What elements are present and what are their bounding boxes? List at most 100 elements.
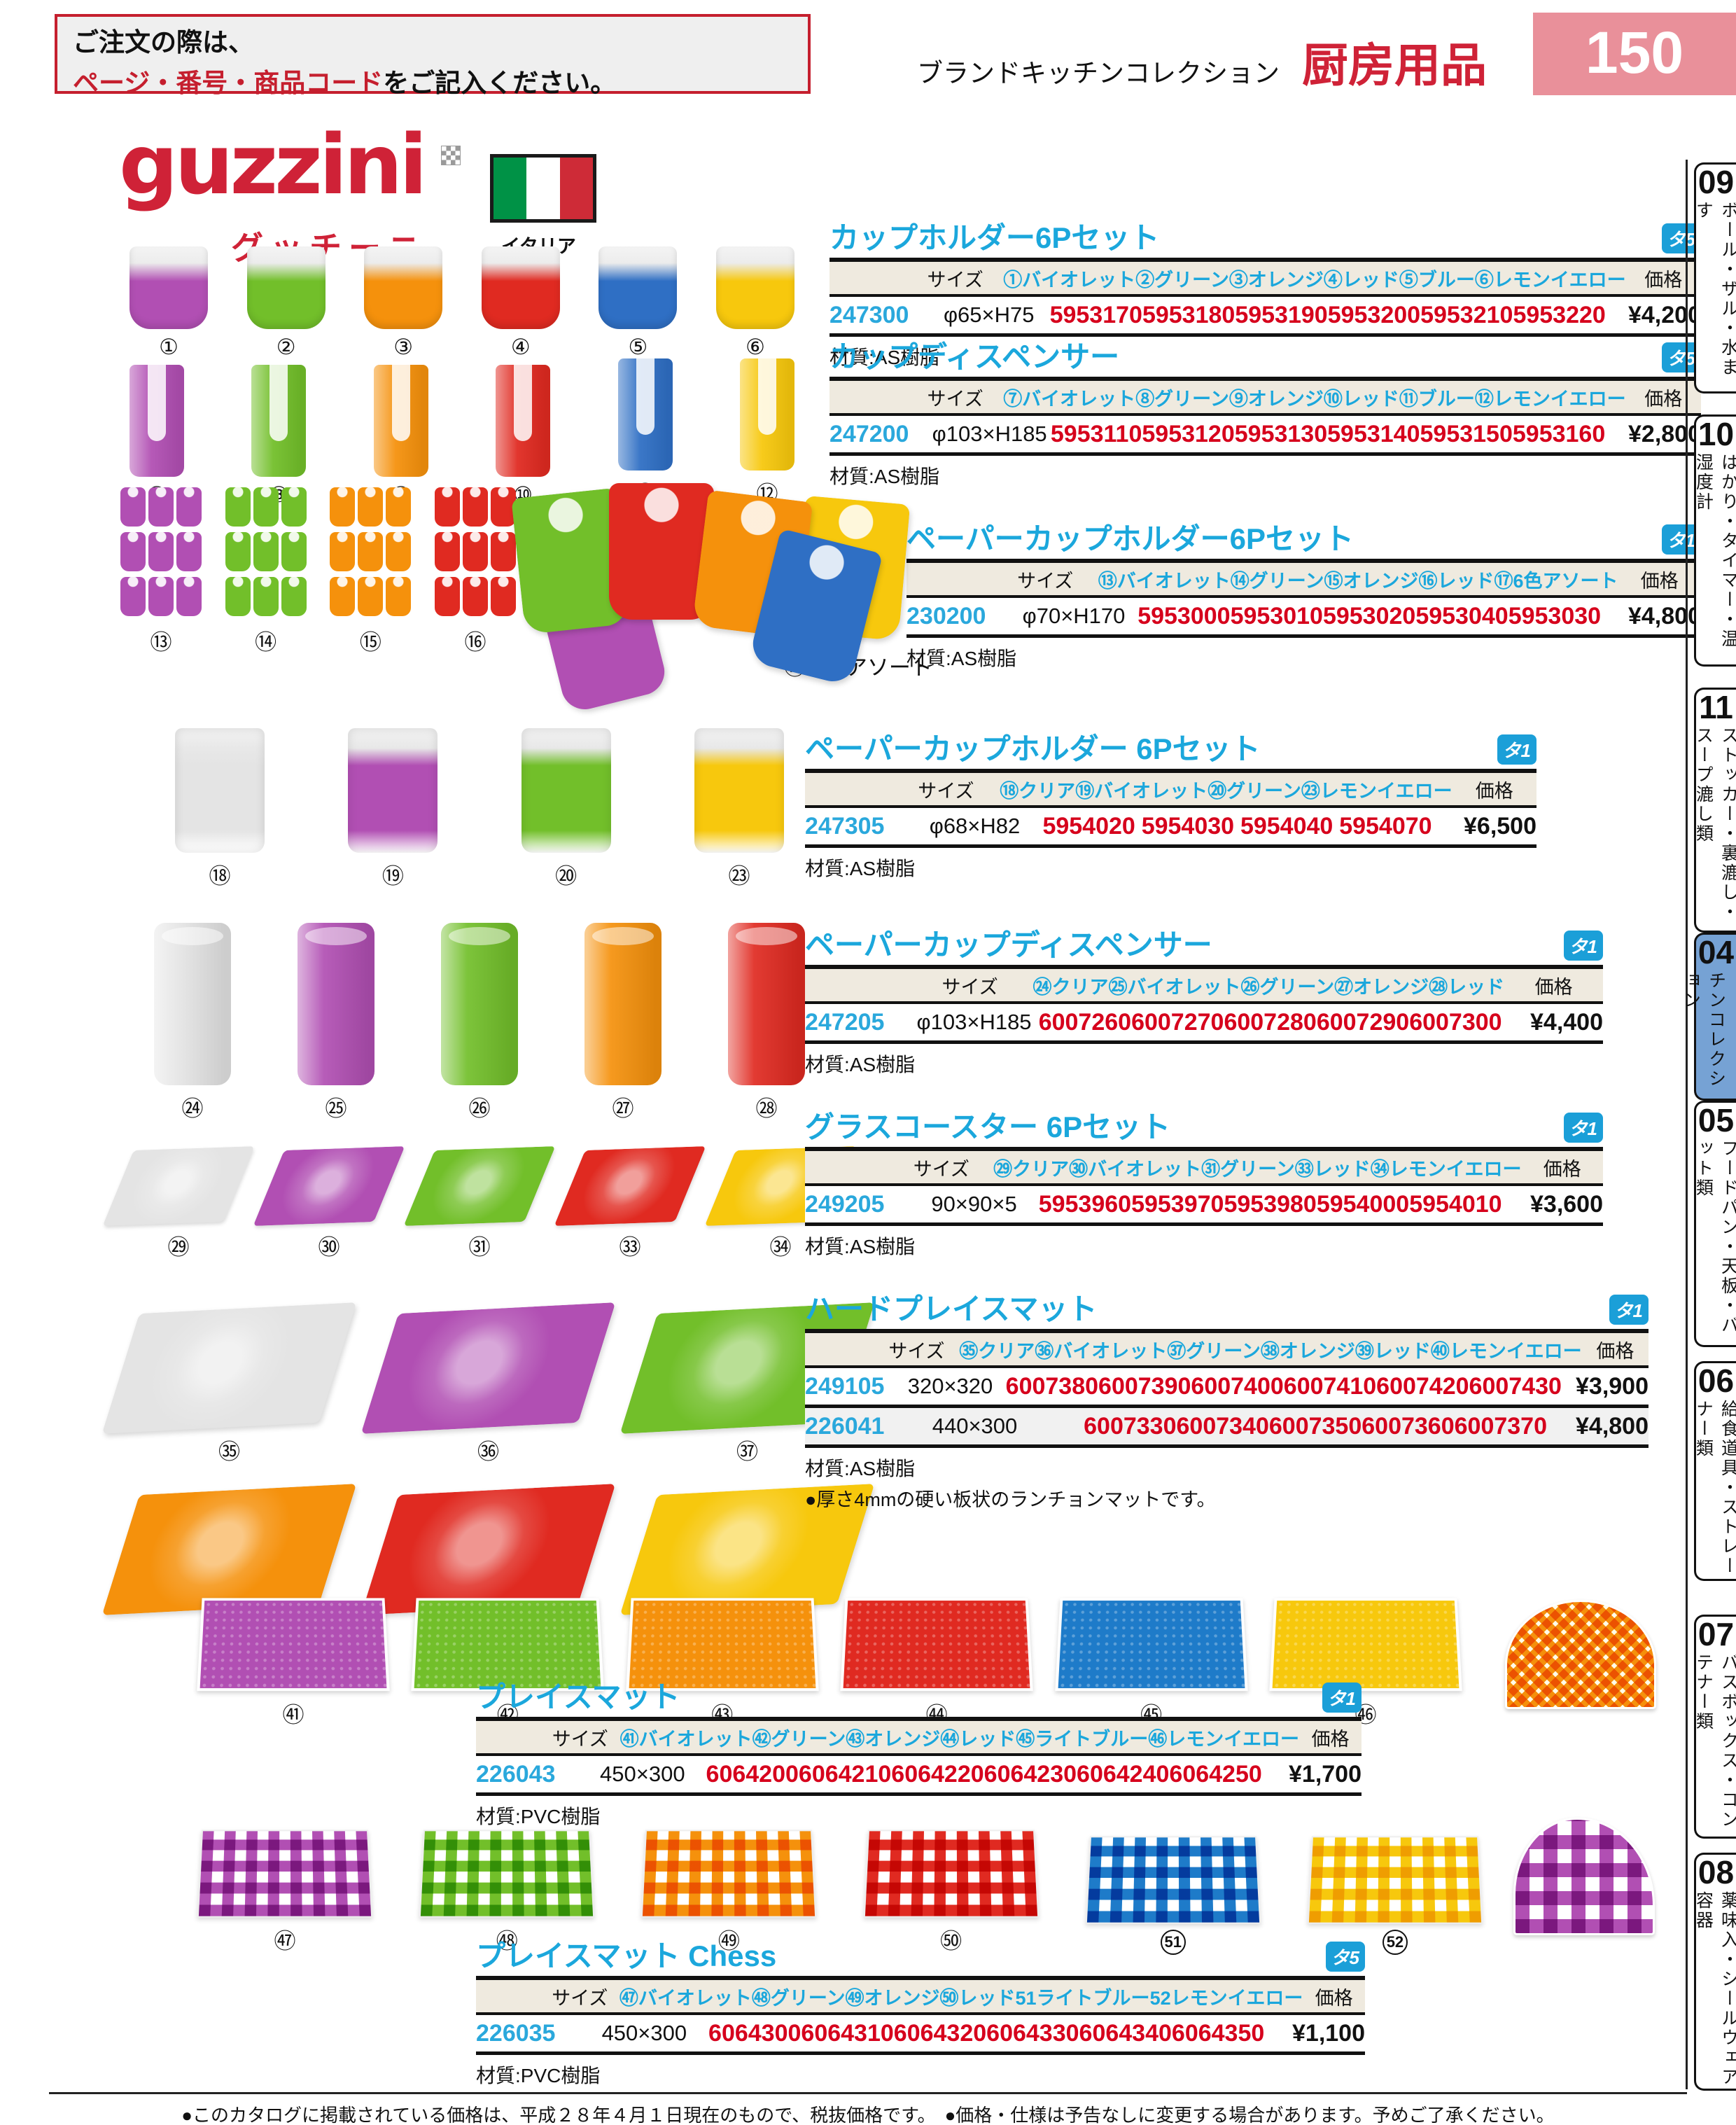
- item-size: 450×300: [601, 2021, 687, 2046]
- hard-placemat-photo-clear: [102, 1302, 357, 1434]
- item-number: ③: [393, 335, 414, 359]
- header-color-column: ㊶バイオレット: [620, 1728, 752, 1750]
- header-color-column: ⑱クリア: [1000, 780, 1076, 802]
- product-title-row: ペーパーカップホルダー6Pセット タ1: [906, 523, 1701, 564]
- item-size: φ68×H82: [929, 814, 1021, 839]
- table-header-row: サイズ ㉔クリア ㉕バイオレット ㉖グリーン ㉗オレンジ ㉘レッド 価格: [805, 969, 1603, 1005]
- order-code: 5953130: [1234, 420, 1328, 447]
- item-number: ㉖: [468, 1096, 491, 1121]
- cup-dispenser-photo-yellow: [739, 358, 794, 471]
- item-size: 440×300: [932, 1414, 1018, 1439]
- item-code: 247305: [805, 812, 885, 839]
- product-title-row: ペーパーカップディスペンサー タ1: [805, 929, 1603, 970]
- order-code: 6007350: [1268, 1412, 1362, 1440]
- paper-cup-holder-figure: ⑱: [175, 728, 265, 890]
- item-number: 51: [1160, 1930, 1186, 1955]
- page-number: 150: [1533, 13, 1736, 95]
- glass-coaster-photo-red: [554, 1146, 706, 1226]
- order-code: 5954010: [1409, 1190, 1502, 1218]
- order-code: 5953110: [1050, 420, 1142, 447]
- photo-row-glass-coasters: ㉙ ㉚ ㉛ ㉝ ㉞: [102, 1146, 857, 1261]
- header-size: サイズ: [927, 269, 983, 291]
- sidebar-tab-label: フードパン・天板・バット類: [1693, 1139, 1736, 1335]
- glass-coaster-photo-green: [403, 1146, 556, 1226]
- item-number: ㉝: [619, 1235, 641, 1260]
- table-header-row: サイズ ㉟クリア ㊱バイオレット ㊲グリーン ㊳オレンジ ㊴レッド ㊵レモンイエロー 価格: [805, 1333, 1648, 1369]
- header-color-column: ㊷グリーン: [752, 1728, 846, 1750]
- placemat-photo-yellow: [1269, 1598, 1462, 1692]
- cup-holder-figure: ①: [130, 246, 208, 360]
- cup-holder-photo-blue: [598, 246, 678, 329]
- header-color-column: ③オレンジ: [1228, 269, 1324, 291]
- table-placemat: プレイスマット タ1 サイズ ㊶バイオレット ㊷グリーン ㊸オレンジ ㊹レッド ㊺ライトブルー…: [476, 1681, 1362, 1830]
- collection-label: ブランドキッチンコレクション: [917, 59, 1280, 88]
- mini-cup: [462, 487, 488, 527]
- order-code: 6064300: [708, 2019, 802, 2047]
- item-price: ¥4,800: [1576, 1412, 1648, 1440]
- footer-note: ●このカタログに掲載されている価格は、平成２８年４月１日現在のもので、税抜価格で…: [49, 2092, 1687, 2125]
- cup-dispenser-figure: ⑫: [739, 358, 794, 508]
- sidebar-tab-number: 05: [1698, 1102, 1735, 1138]
- placemat-chess-photo-violet: [197, 1830, 373, 1918]
- item-price: ¥3,600: [1530, 1190, 1603, 1218]
- header-color-column: ㊵レモンイエロー: [1430, 1340, 1582, 1362]
- table-data-row: 226035 450×300 6064300 6064310 6064320 606433…: [476, 2015, 1365, 2056]
- sidebar-tab-label: 給食道具・ストレーナー類: [1693, 1400, 1736, 1576]
- photo-row-paper-cup-holder-groups: ⑬ ⑭ ⑮ ⑯: [120, 487, 516, 656]
- photo-row-placemats-chess: ㊼ ㊽ ㊾ ㊿ 51 52: [197, 1827, 1483, 1955]
- catalog-badge: タ1: [1563, 930, 1603, 961]
- item-price: ¥4,400: [1530, 1008, 1603, 1036]
- item-code: 247300: [830, 301, 909, 328]
- paper-cup-holder-figure: ㉓: [694, 728, 784, 890]
- order-code: 6007300: [1409, 1008, 1502, 1036]
- item-number: ⑤: [628, 335, 648, 359]
- header-color-column: ①バイオレット: [1003, 269, 1136, 291]
- order-code: 6064330: [986, 2019, 1079, 2047]
- header-color-column: ⑦バイオレット: [1003, 388, 1136, 410]
- product-title: ペーパーカップホルダー 6Pセット: [805, 732, 1261, 765]
- material-note: 材質:AS樹脂: [906, 648, 1017, 670]
- item-number: ㉔: [181, 1096, 204, 1121]
- item-number: ㊲: [736, 1440, 758, 1464]
- item-number: ⑯: [464, 630, 486, 655]
- item-number: ㉙: [167, 1235, 190, 1260]
- order-code: 5953040: [1415, 602, 1508, 629]
- item-number: ⑲: [382, 864, 404, 889]
- header-color-column: ㊴レッド: [1354, 1340, 1431, 1362]
- mini-cup: [330, 577, 356, 616]
- order-note-rest: をご記入ください。: [383, 69, 617, 97]
- cup-holder-figure: ③: [364, 246, 443, 360]
- item-code: 226043: [476, 1760, 556, 1788]
- item-number: ㊶: [282, 1703, 304, 1727]
- sidebar-tab-06: 06 給食道具・ストレーナー類: [1694, 1361, 1736, 1581]
- order-code: 6064230: [983, 1760, 1077, 1788]
- mini-cup: [490, 577, 516, 616]
- order-code: 5953160: [1512, 420, 1606, 447]
- item-number: ㊱: [477, 1440, 499, 1464]
- paper-cup-dispenser-figure: ㉕: [298, 923, 374, 1122]
- order-code: 6007380: [1005, 1372, 1099, 1400]
- material-note: 材質:PVC樹脂: [476, 1806, 601, 1828]
- table-header-row: サイズ ⑱クリア ⑲バイオレット ⑳グリーン ㉓レモンイエロー 価格: [805, 773, 1536, 809]
- paper-cup-holder-group-figure: ⑯: [434, 487, 516, 656]
- header-color-column: ㉚バイオレット: [1069, 1158, 1202, 1180]
- table-data-row: 247205 φ103×H185 6007260 6007270 6007280 6007…: [805, 1004, 1603, 1045]
- order-code: 6007410: [1283, 1372, 1377, 1400]
- table-data-row: 230200 φ70×H170 5953000 5953010 5953020 59530…: [906, 598, 1701, 639]
- header-color-column: ㊻レモンイエロー: [1148, 1728, 1299, 1750]
- order-code: 6064310: [801, 2019, 894, 2047]
- header-color-column: ⑤ブルー: [1399, 269, 1475, 291]
- sidebar-tab-04: 04ブランドキッチンコレクション: [1681, 933, 1736, 1101]
- header-price: 価格: [1475, 780, 1513, 802]
- order-code: 6007390: [1098, 1372, 1191, 1400]
- table-data-row: 226043 450×300 6064200 6064210 6064220 606423…: [476, 1756, 1362, 1797]
- header-color-column: ㊳オレンジ: [1260, 1340, 1355, 1362]
- header-size: サイズ: [941, 976, 998, 998]
- mini-cup: [434, 487, 460, 527]
- item-size: 90×90×5: [931, 1192, 1017, 1217]
- paper-cup-dispenser-photo-violet: [298, 923, 374, 1085]
- header-size: サイズ: [552, 1728, 608, 1750]
- mini-cup: [225, 577, 251, 616]
- mini-cup: [281, 487, 307, 527]
- placemat-photo-violet: [197, 1598, 390, 1692]
